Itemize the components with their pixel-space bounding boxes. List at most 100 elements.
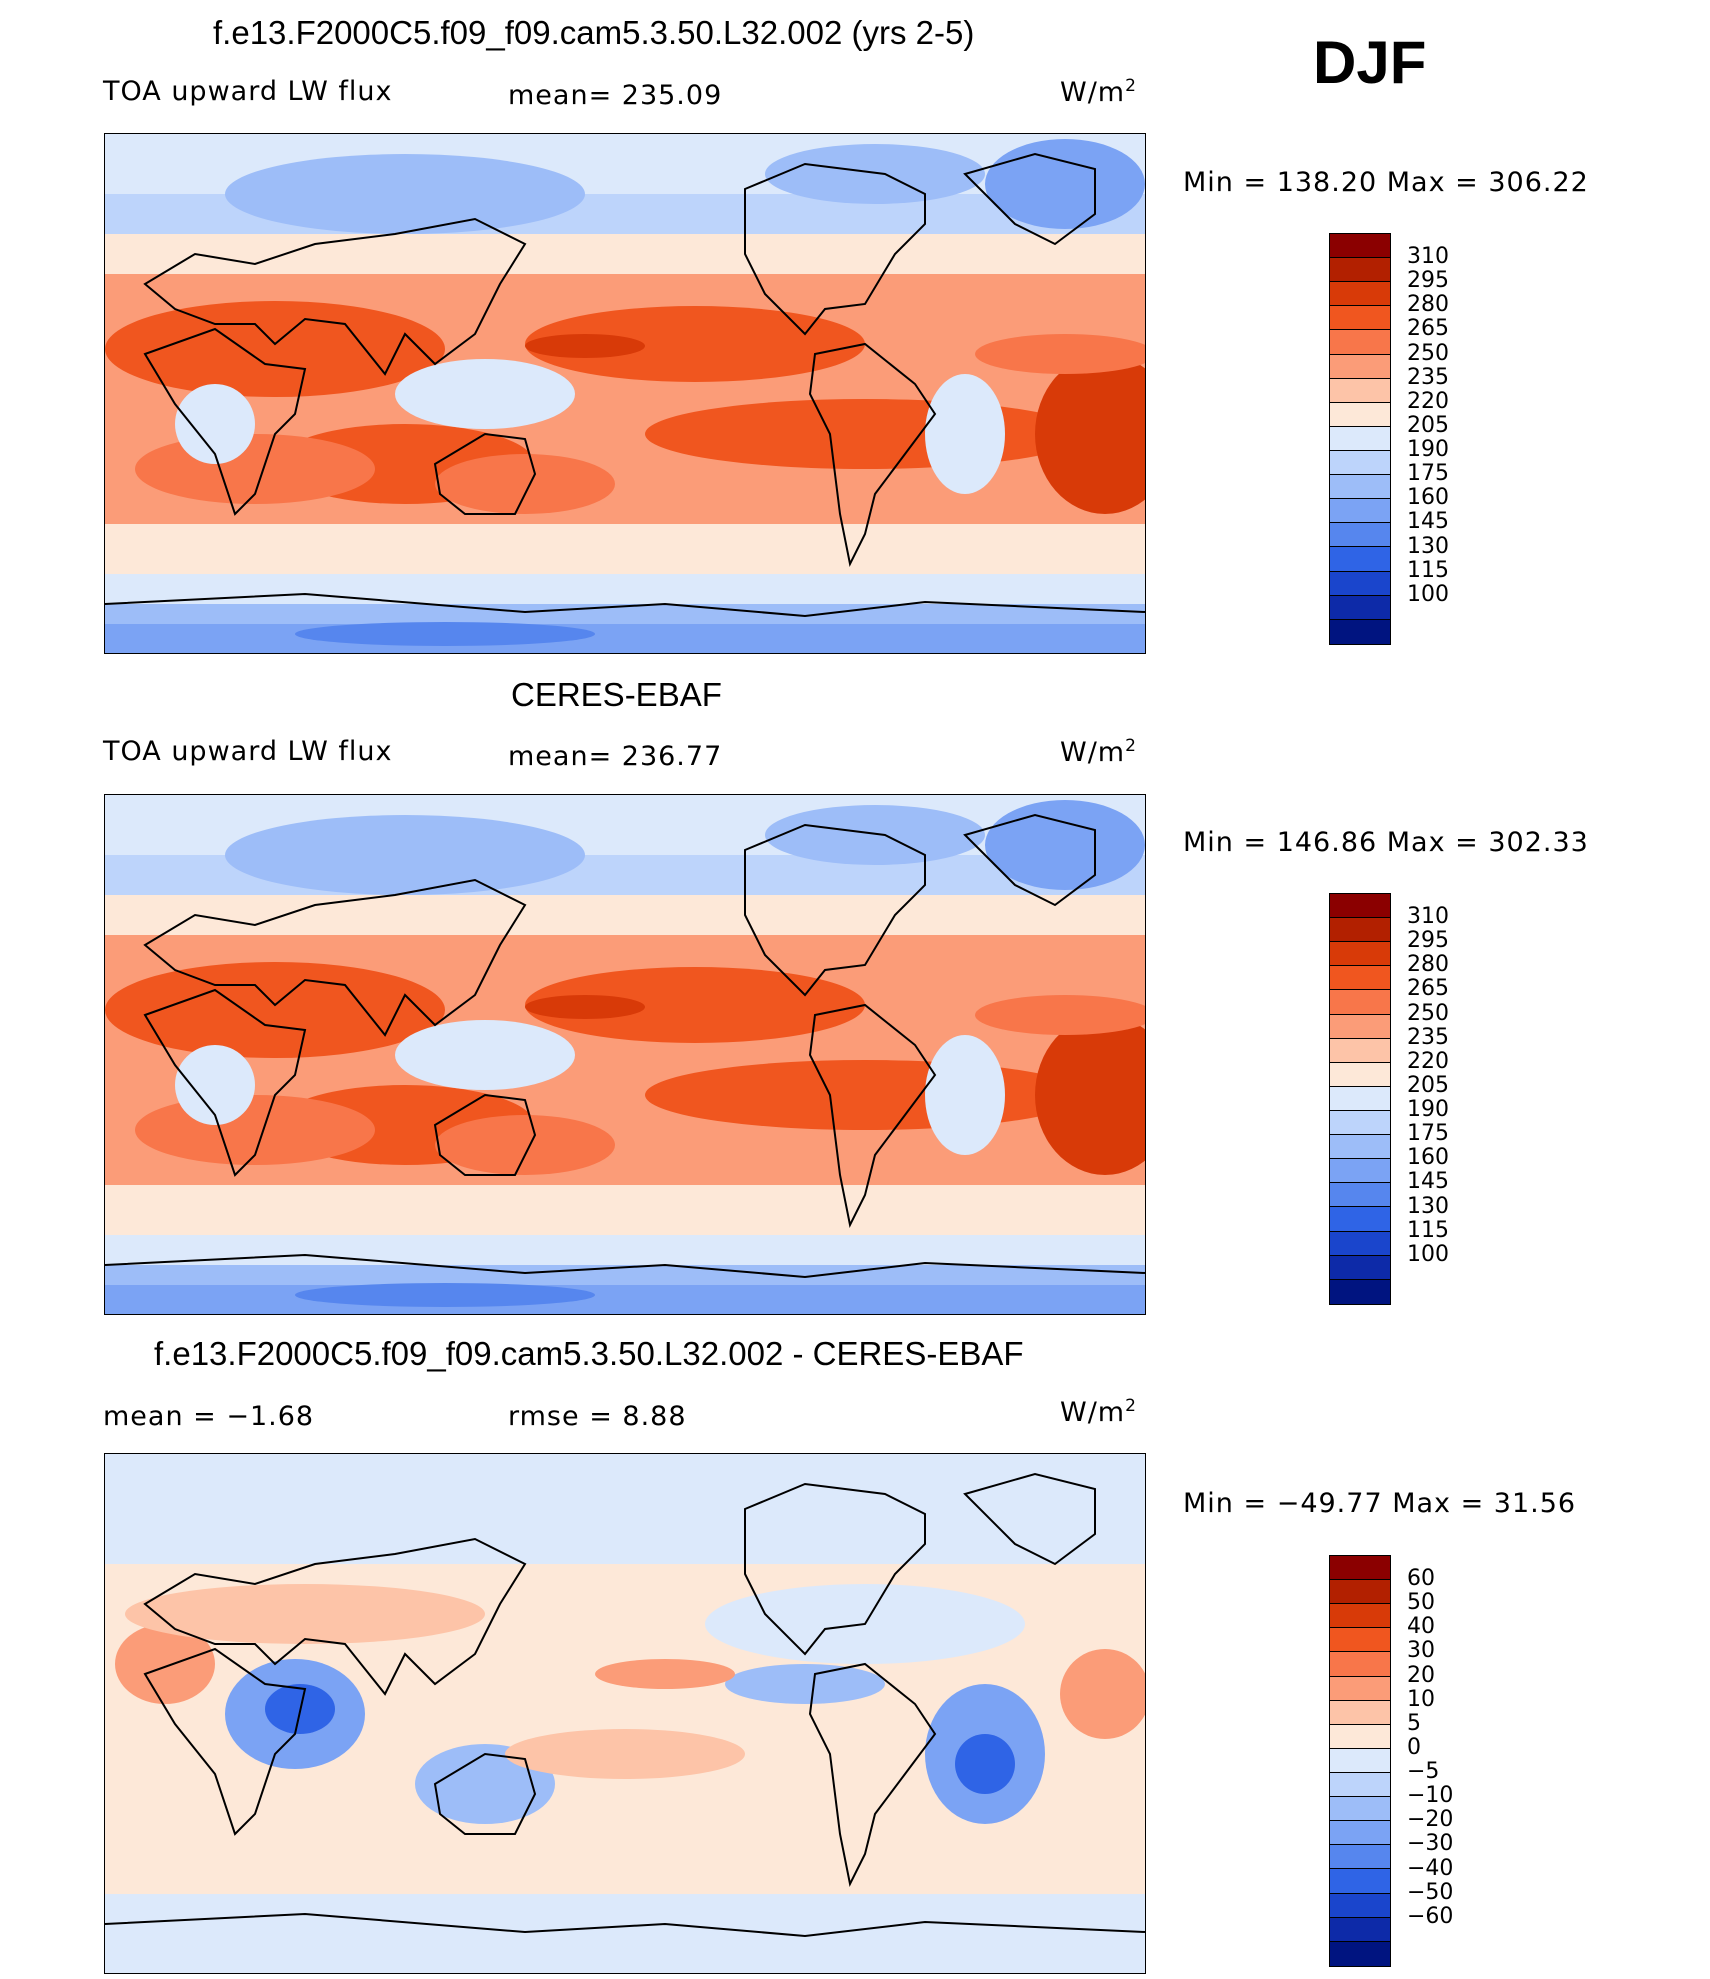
colorbar-tick-label: 310 <box>1407 244 1449 270</box>
colorbar-swatch <box>1330 1700 1390 1725</box>
colorbar-swatch <box>1330 1086 1390 1111</box>
colorbar-swatch <box>1330 1917 1390 1942</box>
colorbar-tick-label: 115 <box>1407 1217 1449 1243</box>
panel-3-mean-label: mean = −1.68 <box>103 1401 315 1432</box>
colorbar-swatch <box>1330 282 1390 307</box>
colorbar-swatch <box>1330 942 1390 967</box>
colorbar-swatch <box>1330 426 1390 451</box>
colorbar-tick-label: 280 <box>1407 952 1449 978</box>
panel-3-minmax: Min = −49.77 Max = 31.56 <box>1183 1488 1577 1519</box>
panel-3-units: W/m2 <box>1060 1396 1137 1428</box>
colorbar-tick-label: 145 <box>1407 1169 1449 1195</box>
colorbar-swatch <box>1330 1110 1390 1136</box>
coastline <box>105 1912 1145 1938</box>
panel-2-mean-label: mean= 236.77 <box>508 741 723 772</box>
colorbar-swatch <box>1330 1628 1390 1653</box>
colorbar-tick-label: 190 <box>1407 437 1449 463</box>
colorbar-tick-label: 130 <box>1407 533 1449 559</box>
colorbar-tick-label: 5 <box>1407 1710 1421 1736</box>
coastline <box>105 1253 1145 1279</box>
colorbar-tick-label: −20 <box>1407 1807 1454 1833</box>
colorbar-swatch <box>1330 1207 1390 1232</box>
panel-2-field <box>105 795 1145 1314</box>
colorbar-swatch <box>1330 990 1390 1015</box>
colorbar-tick-label: 175 <box>1407 1121 1449 1147</box>
coastline <box>963 152 1096 246</box>
colorbar-tick-label: 20 <box>1407 1662 1435 1688</box>
colorbar-tick-label: −60 <box>1407 1903 1454 1929</box>
colorbar-tick-label: 40 <box>1407 1614 1435 1640</box>
colorbar-tick-label: 205 <box>1407 412 1449 438</box>
colorbar-tick-label: 235 <box>1407 364 1449 390</box>
coastline <box>143 988 307 1177</box>
colorbar-tick-label: 50 <box>1407 1590 1435 1616</box>
colorbar-swatch <box>1330 918 1390 943</box>
colorbar-swatch <box>1330 402 1390 427</box>
coastline <box>143 1537 527 1696</box>
colorbar-tick-label: −5 <box>1407 1759 1440 1785</box>
colorbar-tick-label: −10 <box>1407 1783 1454 1809</box>
colorbar-swatch <box>1330 1604 1390 1629</box>
colorbar-swatch <box>1330 1135 1390 1160</box>
colorbar-swatch <box>1330 1797 1390 1822</box>
panel-3-field <box>105 1454 1145 1973</box>
colorbar-swatch <box>1330 1580 1390 1605</box>
colorbar-tick-label: 280 <box>1407 292 1449 318</box>
coastline <box>433 1093 537 1176</box>
panel-1-mean-label: mean= 235.09 <box>508 80 723 111</box>
panel-1-field <box>105 134 1145 653</box>
panel-2-minmax: Min = 146.86 Max = 302.33 <box>1183 827 1589 858</box>
colorbar-swatch <box>1330 378 1390 403</box>
coastline <box>808 342 937 568</box>
panel-2-colorbar <box>1329 893 1391 1305</box>
colorbar-tick-label: 10 <box>1407 1686 1435 1712</box>
colorbar-swatch <box>1330 595 1390 620</box>
coastline <box>963 813 1096 907</box>
colorbar-swatch <box>1330 1869 1390 1894</box>
colorbar-swatch <box>1330 475 1390 500</box>
colorbar-swatch <box>1330 234 1390 259</box>
colorbar-swatch <box>1330 258 1390 283</box>
colorbar-swatch <box>1330 1038 1390 1063</box>
colorbar-swatch <box>1330 1676 1390 1701</box>
colorbar-tick-label: −30 <box>1407 1831 1454 1857</box>
colorbar-swatch <box>1330 1845 1390 1870</box>
panel-3-rmse-label: rmse = 8.88 <box>508 1401 687 1432</box>
colorbar-tick-label: 295 <box>1407 268 1449 294</box>
colorbar-swatch <box>1330 354 1390 379</box>
colorbar-tick-label: 145 <box>1407 509 1449 535</box>
colorbar-tick-label: 205 <box>1407 1072 1449 1098</box>
colorbar-swatch <box>1330 1652 1390 1677</box>
colorbar-swatch <box>1330 1014 1390 1039</box>
colorbar-tick-label: 160 <box>1407 1145 1449 1171</box>
colorbar-tick-label: 190 <box>1407 1097 1449 1123</box>
coastline <box>143 217 527 376</box>
panel-2-title: CERES-EBAF <box>511 676 722 713</box>
colorbar-swatch <box>1330 1556 1390 1581</box>
coastline <box>143 327 307 516</box>
colorbar-tick-label: 130 <box>1407 1193 1449 1219</box>
colorbar-swatch <box>1330 1279 1390 1304</box>
colorbar-tick-label: 235 <box>1407 1024 1449 1050</box>
colorbar-swatch <box>1330 1724 1390 1749</box>
coastline <box>744 1482 926 1656</box>
colorbar-swatch <box>1330 1231 1390 1256</box>
coastline <box>963 1472 1096 1566</box>
colorbar-swatch <box>1330 330 1390 355</box>
coastline <box>744 823 926 997</box>
colorbar-tick-label: 220 <box>1407 1048 1449 1074</box>
colorbar-swatch <box>1330 1062 1390 1087</box>
colorbar-swatch <box>1330 1893 1390 1918</box>
colorbar-swatch <box>1330 966 1390 991</box>
colorbar-swatch <box>1330 306 1390 331</box>
coastline <box>808 1003 937 1229</box>
colorbar-tick-label: 60 <box>1407 1566 1435 1592</box>
colorbar-tick-label: 265 <box>1407 316 1449 342</box>
colorbar-tick-label: 265 <box>1407 976 1449 1002</box>
coastline <box>433 432 537 515</box>
colorbar-swatch <box>1330 523 1390 548</box>
panel-2-map <box>104 794 1146 1315</box>
coastline <box>433 1752 537 1835</box>
colorbar-tick-label: −50 <box>1407 1879 1454 1905</box>
colorbar-swatch <box>1330 499 1390 524</box>
